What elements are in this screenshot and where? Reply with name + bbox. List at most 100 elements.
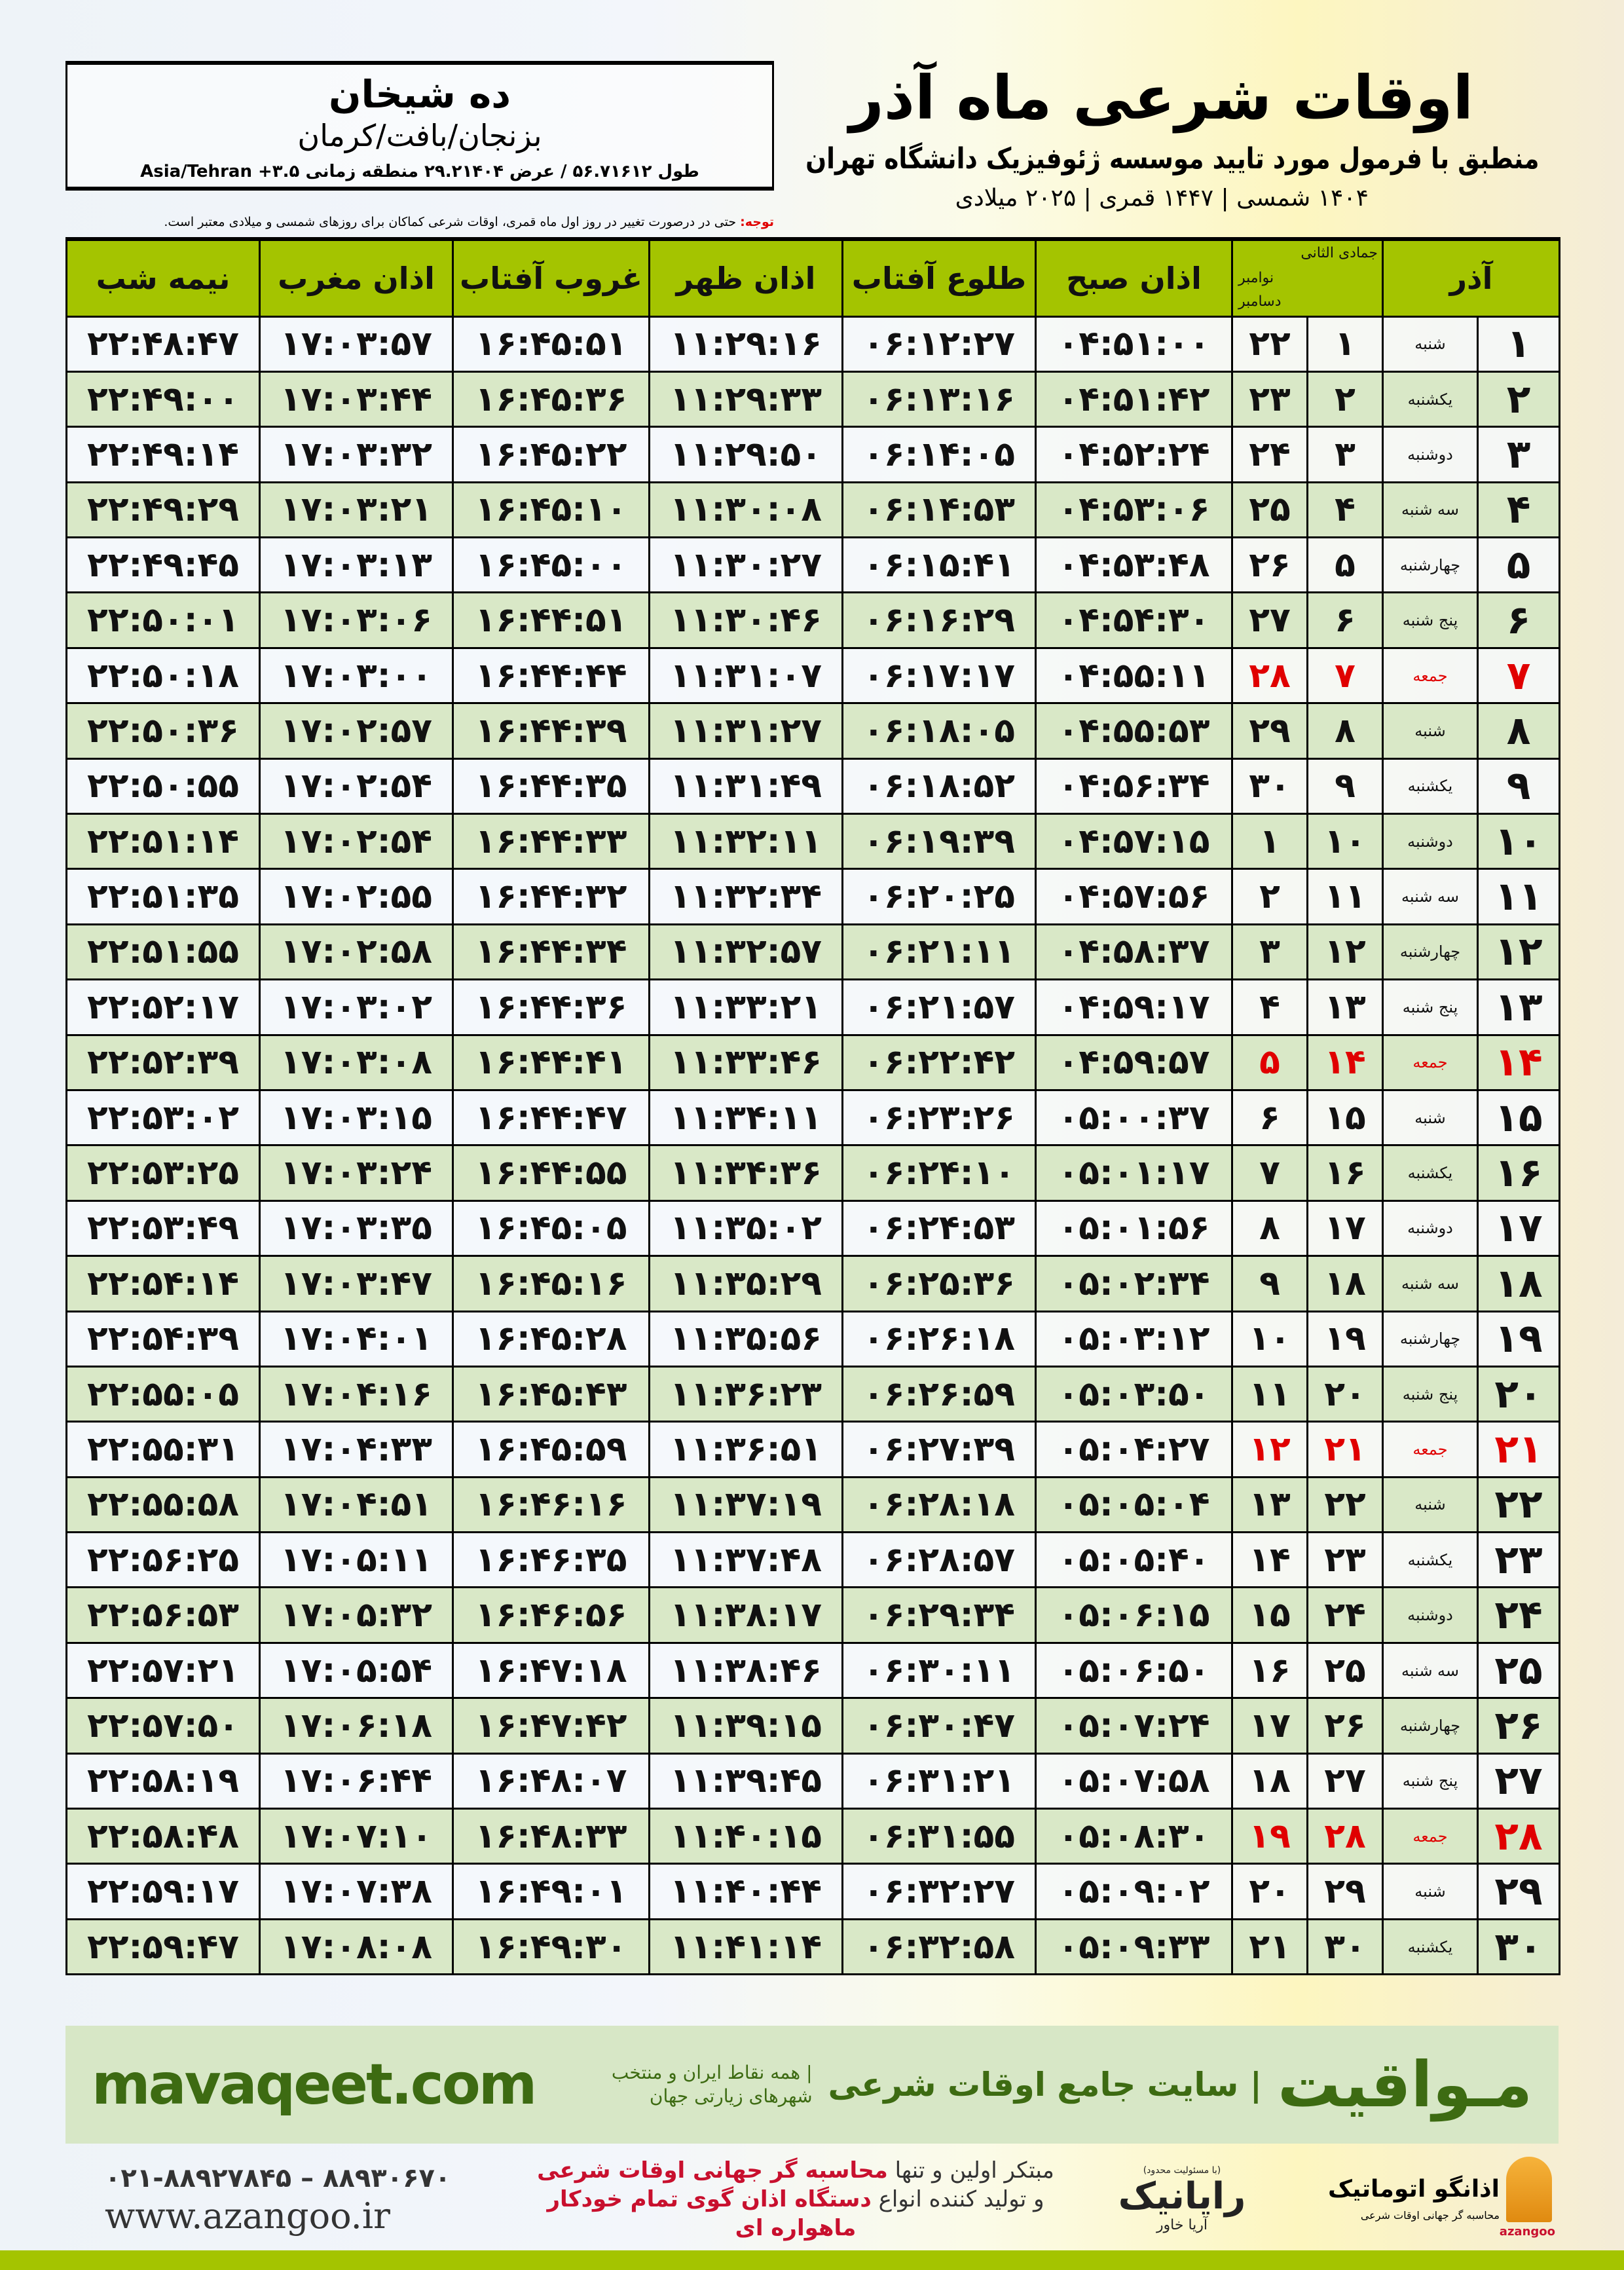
city-name: ده شیخان [329, 72, 511, 117]
midnight-time: ۲۲:۴۹:۰۰ [65, 370, 261, 428]
sunrise-time: ۰۶:۳۱:۵۵ [841, 1808, 1037, 1865]
weekday: یکشنبه [1381, 1918, 1479, 1976]
maghrib-time: ۱۷:۰۳:۱۳ [259, 536, 454, 594]
weekday: جمعه [1381, 1033, 1479, 1091]
dhuhr-time: ۱۱:۳۳:۴۶ [648, 1033, 843, 1091]
weekday: شنبه [1381, 1088, 1479, 1147]
sunset-time: ۱۶:۴۵:۰۰ [452, 536, 650, 594]
fajr-time: ۰۵:۰۹:۰۲ [1035, 1863, 1233, 1920]
hijri-day: ۱۲ [1306, 923, 1384, 981]
dhuhr-time: ۱۱:۳۶:۲۳ [648, 1365, 843, 1423]
azar-day: ۳۰ [1477, 1918, 1561, 1976]
table-row: ۵ چهارشنبه ۵ ۲۶ ۰۴:۵۳:۴۸ ۰۶:۱۵:۴۱ ۱۱:۳۰:۲۷ ۱۶:۴… [65, 536, 1561, 594]
azar-day: ۱۸ [1477, 1255, 1561, 1312]
sunrise-time: ۰۶:۱۴:۰۵ [841, 426, 1037, 483]
hijri-day: ۴ [1306, 481, 1384, 539]
dhuhr-time: ۱۱:۳۴:۳۶ [648, 1144, 843, 1202]
gregorian-day: ۲ [1231, 868, 1308, 925]
hijri-day: ۷ [1306, 646, 1384, 705]
table-row: ۱۳ پنج شنبه ۱۳ ۴ ۰۴:۵۹:۱۷ ۰۶:۲۱:۵۷ ۱۱:۳۳:۲۱ ۱۶:… [65, 978, 1561, 1036]
azar-day: ۲۰ [1477, 1365, 1561, 1423]
hijri-day: ۸ [1306, 702, 1384, 760]
midnight-time: ۲۲:۴۹:۴۵ [65, 536, 261, 594]
fajr-time: ۰۵:۰۳:۵۰ [1035, 1365, 1233, 1423]
gregorian-day: ۸ [1231, 1199, 1308, 1257]
maghrib-time: ۱۷:۰۳:۰۰ [259, 646, 454, 705]
maghrib-time: ۱۷:۰۳:۱۵ [259, 1088, 454, 1147]
gregorian-day: ۶ [1231, 1088, 1308, 1147]
footer-row: ۰۲۱-۸۸۹۲۷۸۴۵ – ۸۸۹۳۰۶۷۰ www.azangoo.ir م… [65, 2155, 1559, 2243]
region-name: بزنجان/بافت/کرمان [297, 118, 542, 153]
maghrib-time: ۱۷:۰۳:۲۱ [259, 481, 454, 539]
sunset-time: ۱۶:۴۵:۲۸ [452, 1310, 650, 1368]
sunrise-time: ۰۶:۲۶:۱۸ [841, 1310, 1037, 1368]
fajr-time: ۰۵:۰۹:۳۳ [1035, 1918, 1233, 1976]
table-row: ۱۴ جمعه ۱۴ ۵ ۰۴:۵۹:۵۷ ۰۶:۲۲:۴۲ ۱۱:۳۳:۴۶ ۱۶:۴۴:۴… [65, 1033, 1561, 1091]
sunset-time: ۱۶:۴۹:۰۱ [452, 1863, 650, 1920]
azar-day: ۸ [1477, 702, 1561, 760]
hijri-day: ۶ [1306, 591, 1384, 649]
gregorian-day: ۱۹ [1231, 1808, 1308, 1865]
sunrise-time: ۰۶:۲۵:۳۶ [841, 1255, 1037, 1312]
promo-1b: محاسبه گر جهانی اوقات شرعی [537, 2157, 888, 2184]
header-hijri-gregorian: جمادی الثانی نوامبر دسامبر [1231, 237, 1384, 318]
hijri-day: ۱۰ [1306, 813, 1384, 870]
sunrise-time: ۰۶:۲۸:۱۸ [841, 1476, 1037, 1534]
gregorian-day: ۴ [1231, 978, 1308, 1036]
weekday: جمعه [1381, 1808, 1479, 1865]
gregorian-day: ۲۹ [1231, 702, 1308, 760]
azar-day: ۶ [1477, 591, 1561, 649]
table-row: ۱ شنبه ۱ ۲۲ ۰۴:۵۱:۰۰ ۰۶:۱۲:۲۷ ۱۱:۲۹:۱۶ ۱۶:۴۵:۵۱… [65, 315, 1561, 373]
header-sunrise: طلوع آفتاب [841, 237, 1037, 318]
header-midnight: نیمه شب [65, 237, 261, 318]
fajr-time: ۰۴:۵۶:۳۴ [1035, 757, 1233, 815]
azar-day: ۲۹ [1477, 1863, 1561, 1920]
table-row: ۳۰ یکشنبه ۳۰ ۲۱ ۰۵:۰۹:۳۳ ۰۶:۳۲:۵۸ ۱۱:۴۱:۱۴ ۱۶:۴… [65, 1918, 1561, 1976]
dhuhr-time: ۱۱:۳۲:۳۴ [648, 868, 843, 925]
sunset-time: ۱۶:۴۴:۵۵ [452, 1144, 650, 1202]
sunset-time: ۱۶:۴۵:۱۰ [452, 481, 650, 539]
fajr-time: ۰۴:۵۳:۰۶ [1035, 481, 1233, 539]
midnight-time: ۲۲:۵۰:۵۵ [65, 757, 261, 815]
sunrise-time: ۰۶:۱۵:۴۱ [841, 536, 1037, 594]
midnight-time: ۲۲:۵۸:۱۹ [65, 1752, 261, 1810]
sunrise-time: ۰۶:۲۶:۵۹ [841, 1365, 1037, 1423]
year-line: ۱۴۰۴ شمسی | ۱۴۴۷ قمری | ۲۰۲۵ میلادی [955, 185, 1369, 212]
azangoo-website[interactable]: www.azangoo.ir [105, 2195, 390, 2237]
table-header: آذر جمادی الثانی نوامبر دسامبر اذان صبح … [65, 237, 1561, 318]
sunset-time: ۱۶:۴۵:۵۱ [452, 315, 650, 373]
fajr-time: ۰۵:۰۳:۱۲ [1035, 1310, 1233, 1368]
header-azar: آذر [1381, 237, 1561, 318]
maghrib-time: ۱۷:۰۲:۵۵ [259, 868, 454, 925]
fajr-time: ۰۴:۵۹:۵۷ [1035, 1033, 1233, 1091]
header-december: دسامبر [1238, 293, 1282, 310]
weekday: جمعه [1381, 1421, 1479, 1478]
dhuhr-time: ۱۱:۳۰:۲۷ [648, 536, 843, 594]
hijri-day: ۲۹ [1306, 1863, 1384, 1920]
midnight-time: ۲۲:۵۵:۳۱ [65, 1421, 261, 1478]
sunrise-time: ۰۶:۱۹:۳۹ [841, 813, 1037, 870]
promo-text: مبتکر اولین و تنها محاسبه گر جهانی اوقات… [504, 2156, 1087, 2242]
weekday: شنبه [1381, 702, 1479, 760]
midnight-time: ۲۲:۵۳:۰۲ [65, 1088, 261, 1147]
note-text: حتی در درصورت تغییر در روز اول ماه قمری،… [164, 215, 741, 229]
dhuhr-time: ۱۱:۳۷:۱۹ [648, 1476, 843, 1534]
gregorian-day: ۱ [1231, 813, 1308, 870]
sunset-time: ۱۶:۴۸:۳۳ [452, 1808, 650, 1865]
dhuhr-time: ۱۱:۳۳:۲۱ [648, 978, 843, 1036]
dhuhr-time: ۱۱:۳۱:۲۷ [648, 702, 843, 760]
fajr-time: ۰۴:۵۱:۰۰ [1035, 315, 1233, 373]
weekday: پنج شنبه [1381, 591, 1479, 649]
gregorian-day: ۱۱ [1231, 1365, 1308, 1423]
sunset-time: ۱۶:۴۴:۳۹ [452, 702, 650, 760]
maghrib-time: ۱۷:۰۷:۳۸ [259, 1863, 454, 1920]
sunrise-time: ۰۶:۲۱:۱۱ [841, 923, 1037, 981]
azar-day: ۲۸ [1477, 1808, 1561, 1865]
sunrise-time: ۰۶:۱۸:۵۲ [841, 757, 1037, 815]
hijri-day: ۱۸ [1306, 1255, 1384, 1312]
note: توجه: حتی در درصورت تغییر در روز اول ماه… [65, 214, 774, 231]
sunset-time: ۱۶:۴۴:۳۵ [452, 757, 650, 815]
gregorian-day: ۱۶ [1231, 1641, 1308, 1700]
mavaqeet-url[interactable]: mavaqeet.com [92, 2052, 537, 2117]
azar-day: ۳ [1477, 426, 1561, 483]
